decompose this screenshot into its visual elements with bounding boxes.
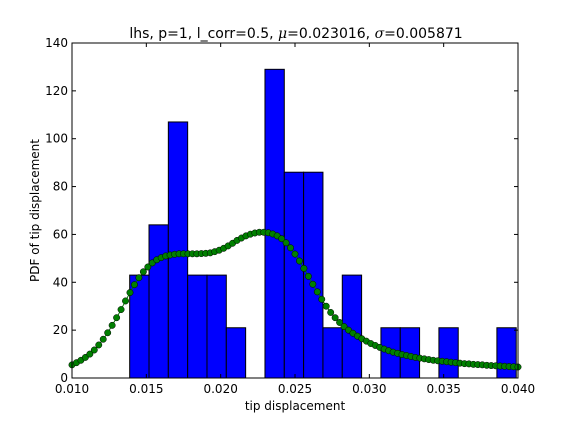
histogram-bar <box>225 327 247 379</box>
y-axis-label: PDF of tip displacement <box>28 139 42 282</box>
x-axis-label: tip displacement <box>245 399 346 413</box>
kde-point <box>304 272 312 280</box>
histogram-bar <box>496 327 517 379</box>
kde-point <box>104 329 112 337</box>
histogram-bars <box>129 68 517 379</box>
y-tick-label: 60 <box>53 227 68 241</box>
y-tick-label: 40 <box>53 275 68 289</box>
kde-point <box>309 280 317 288</box>
kde-point <box>291 250 299 258</box>
kde-point <box>336 319 344 326</box>
x-tick-label: 0.015 <box>129 382 163 396</box>
kde-point <box>122 297 129 305</box>
x-tick-labels: 0.010 0.015 0.020 0.025 0.030 0.035 0.040 <box>55 382 535 396</box>
kde-point <box>95 341 103 349</box>
histogram-bar <box>187 274 208 379</box>
chart-title-mu-symbol: μ <box>278 26 287 42</box>
kde-point <box>340 323 348 331</box>
x-tick-label: 0.010 <box>55 382 89 396</box>
kde-point <box>135 274 143 282</box>
kde-point <box>99 335 107 343</box>
kde-point <box>331 314 339 322</box>
histogram-bar <box>322 327 343 379</box>
kde-point <box>113 314 121 322</box>
histogram-bar <box>167 121 189 379</box>
histogram-bar <box>438 327 459 379</box>
histogram-bar <box>206 274 227 379</box>
y-tick-label: 0 <box>60 371 68 385</box>
kde-point <box>282 239 290 247</box>
kde-point <box>126 289 134 297</box>
histogram-bar <box>148 224 169 379</box>
kde-point <box>139 268 147 276</box>
y-tick-label: 20 <box>53 323 68 337</box>
chart-title-mu-value: =0.023016, <box>287 26 374 42</box>
histogram-bar <box>283 171 305 379</box>
kde-point <box>86 350 94 358</box>
kde-point <box>318 295 326 303</box>
chart-title-prefix: lhs, p=1, l_corr=0.5, <box>129 26 278 42</box>
x-tick-label: 0.025 <box>278 382 312 396</box>
chart-title: lhs, p=1, l_corr=0.5, μ=0.023016, σ=0.00… <box>129 26 462 42</box>
kde-point <box>300 264 308 272</box>
kde-point <box>278 235 286 243</box>
y-tick-label: 120 <box>45 84 68 98</box>
kde-point <box>296 257 303 265</box>
x-tick-label: 0.030 <box>352 382 386 396</box>
x-tick-label: 0.040 <box>501 382 535 396</box>
kde-point <box>117 306 125 314</box>
x-tick-label: 0.020 <box>203 382 237 396</box>
histogram-bar <box>264 68 285 379</box>
kde-point <box>313 288 321 296</box>
kde-point <box>90 346 98 354</box>
chart-title-sigma-symbol: σ <box>375 26 385 42</box>
kde-point <box>287 244 294 252</box>
kde-curve <box>68 228 522 371</box>
kde-point <box>130 281 138 289</box>
chart-title-sigma-value: =0.005871 <box>384 26 463 42</box>
kde-point <box>322 302 330 310</box>
y-tick-label: 140 <box>45 36 68 50</box>
x-tick-label: 0.035 <box>426 382 460 396</box>
axis-ticks <box>71 42 519 379</box>
kde-point <box>108 321 116 329</box>
kde-point <box>327 308 335 316</box>
kde-point <box>144 263 152 271</box>
y-tick-labels: 0 20 40 60 80 100 120 140 <box>45 36 68 385</box>
y-tick-label: 100 <box>45 132 68 146</box>
y-tick-label: 80 <box>53 180 68 194</box>
